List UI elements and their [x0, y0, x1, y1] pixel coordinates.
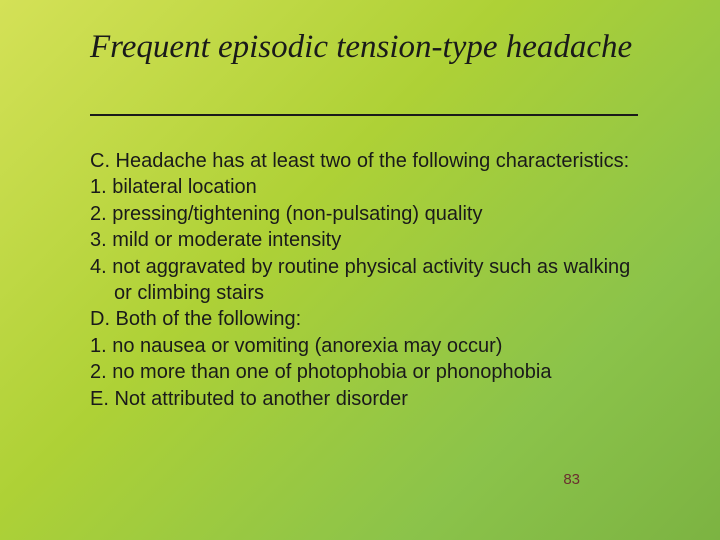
criterion-c1: 1. bilateral location — [90, 174, 650, 200]
page-number: 83 — [563, 471, 580, 488]
criterion-d: D. Both of the following: — [90, 306, 650, 332]
slide-title: Frequent episodic tension-type headache — [90, 28, 650, 67]
slide: Frequent episodic tension-type headache … — [0, 0, 720, 540]
slide-body: C. Headache has at least two of the foll… — [90, 148, 650, 412]
criterion-c4-cont: or climbing stairs — [90, 280, 650, 306]
criterion-c2: 2. pressing/tightening (non-pulsating) q… — [90, 201, 650, 227]
criterion-e: E. Not attributed to another disorder — [90, 386, 650, 412]
criterion-c: C. Headache has at least two of the foll… — [90, 148, 650, 174]
criterion-d1: 1. no nausea or vomiting (anorexia may o… — [90, 333, 650, 359]
criterion-c3: 3. mild or moderate intensity — [90, 227, 650, 253]
criterion-d2: 2. no more than one of photophobia or ph… — [90, 359, 650, 385]
criterion-c4: 4. not aggravated by routine physical ac… — [90, 254, 650, 280]
title-underline — [90, 114, 638, 116]
